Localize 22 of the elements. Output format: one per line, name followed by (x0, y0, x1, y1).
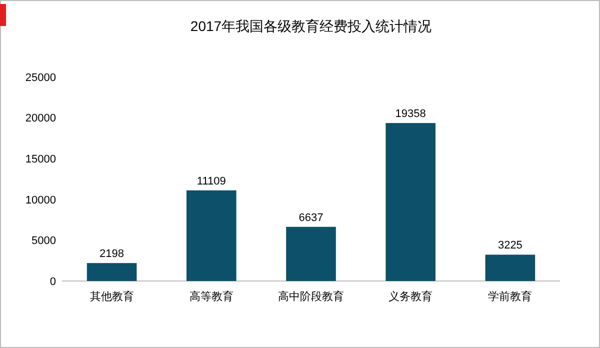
data-label: 2198 (100, 248, 124, 260)
y-tick-label: 25000 (25, 72, 56, 84)
y-tick-label: 10000 (25, 194, 56, 206)
bar (186, 190, 236, 281)
chart-title: 2017年我国各级教育经费投入统计情况 (190, 18, 432, 34)
y-tick-label: 5000 (32, 235, 56, 248)
y-tick-label: 20000 (25, 112, 56, 125)
x-tick-label: 高等教育 (189, 290, 234, 303)
data-label: 3225 (498, 240, 522, 252)
x-tick-label: 其他教育 (90, 290, 134, 303)
data-label: 19358 (395, 108, 426, 120)
x-tick-label: 义务教育 (388, 290, 433, 303)
y-tick-label: 15000 (25, 153, 56, 166)
bar (485, 254, 536, 281)
bar (386, 123, 436, 281)
x-tick-label: 高中阶段教育 (278, 290, 344, 303)
data-label: 6637 (298, 212, 324, 224)
bar (286, 226, 336, 281)
y-tick-label: 0 (50, 276, 56, 288)
x-tick-label: 学前教育 (488, 290, 532, 303)
bar (86, 263, 137, 281)
data-label: 11109 (196, 175, 226, 188)
